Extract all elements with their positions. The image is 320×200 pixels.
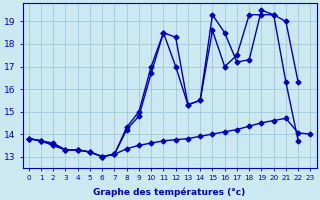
X-axis label: Graphe des températures (°c): Graphe des températures (°c) [93, 187, 246, 197]
